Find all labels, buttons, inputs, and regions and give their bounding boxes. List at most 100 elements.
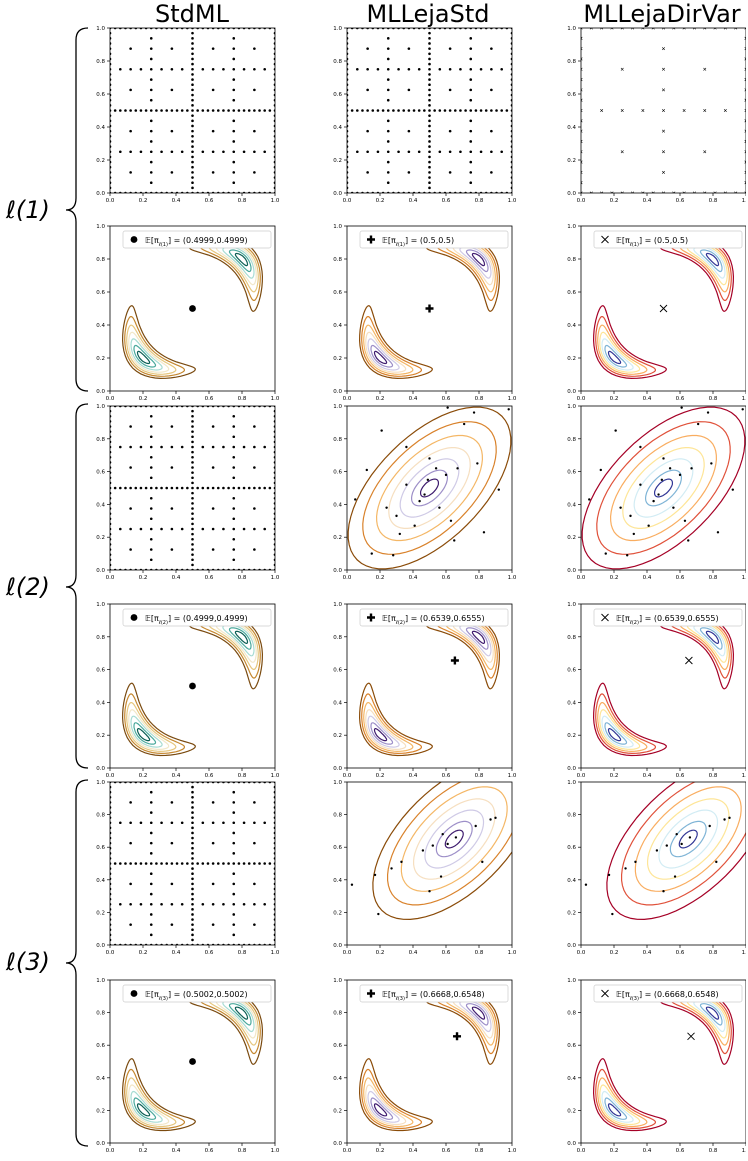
grid-point <box>191 811 194 814</box>
grid-point <box>129 109 132 112</box>
grid-point <box>211 466 215 469</box>
grid-point <box>386 160 390 164</box>
grid-point <box>407 88 411 92</box>
grid-point <box>469 109 473 112</box>
grid-point <box>462 422 466 426</box>
grid-point <box>397 67 400 71</box>
contour-line <box>465 627 489 650</box>
y-tick-label: 0.8 <box>333 257 342 263</box>
mean-marker <box>685 656 693 665</box>
grid-point <box>258 486 261 490</box>
y-tick-label: 0.4 <box>567 1076 576 1082</box>
grid-point <box>149 78 153 81</box>
grid-point <box>428 140 431 143</box>
grid-point <box>149 171 153 174</box>
legend-box <box>593 230 743 249</box>
grid-point <box>380 429 383 432</box>
grid-point <box>191 821 194 825</box>
grid-point <box>191 826 194 830</box>
grid-point <box>386 119 390 123</box>
grid-point <box>119 486 122 490</box>
grid-point <box>191 155 194 159</box>
grid-point <box>191 841 194 845</box>
legend-subscript: ℓ(1) <box>395 242 405 248</box>
grid-point <box>428 124 431 128</box>
grid-point <box>242 902 246 906</box>
grid-point <box>170 548 174 551</box>
grid-point <box>149 548 153 551</box>
grid-point <box>500 109 503 112</box>
grid-point <box>232 882 236 886</box>
y-tick-label: 0.2 <box>567 356 576 362</box>
y-tick-label: 0.4 <box>333 323 342 329</box>
grid-point <box>211 841 215 845</box>
mean-marker <box>687 1032 695 1041</box>
grid-point <box>392 554 395 557</box>
grid-point <box>744 181 746 185</box>
grid-point <box>170 882 174 886</box>
grid-point <box>191 42 194 45</box>
grid-point <box>191 430 194 433</box>
plot-area <box>592 615 735 757</box>
grid-point <box>672 28 676 30</box>
contour-line <box>601 715 634 748</box>
grid-point <box>160 150 163 154</box>
contour-line <box>435 820 473 858</box>
x-tick-label: 0.4 <box>643 396 652 402</box>
grid-point <box>211 47 215 50</box>
grid-point <box>386 171 390 174</box>
grid-point <box>366 150 369 154</box>
grid-point <box>673 875 677 878</box>
grid-point <box>237 109 241 112</box>
grid-point <box>139 862 143 865</box>
grid-point <box>428 57 431 61</box>
grid-point <box>170 923 174 926</box>
grid-point <box>222 821 225 825</box>
grid-point <box>581 191 583 193</box>
contour-line <box>444 829 464 849</box>
grid-point <box>581 108 583 113</box>
grid-point <box>191 140 194 143</box>
y-tick-label: 1.0 <box>567 780 576 786</box>
contour-line <box>660 615 735 690</box>
grid-point <box>434 467 438 470</box>
contour-line <box>372 782 512 921</box>
grid-point <box>149 537 153 541</box>
grid-point <box>222 67 225 71</box>
grid-point <box>370 552 373 555</box>
panel-row1-posterior-mllejastd: 𝔼[πℓ(1)] = (0.5,0.5) 0.00.0 0.2 0.2 0.4 0.4 0.… <box>333 224 517 402</box>
grid-point <box>129 486 132 490</box>
grid-point <box>661 67 666 71</box>
mean-marker <box>659 304 668 313</box>
grid-point <box>713 28 717 30</box>
grid-point <box>386 78 390 81</box>
plot-area <box>347 406 512 570</box>
grid-point <box>113 862 117 865</box>
grid-point <box>495 109 498 112</box>
grid-point <box>186 862 189 865</box>
grid-point <box>744 98 746 102</box>
contour-line <box>228 627 252 650</box>
grid-point <box>160 445 163 449</box>
y-tick-label: 0.0 <box>567 766 576 772</box>
legend-box <box>359 984 509 1003</box>
panel-row3-grid-mllejadirvar: 0.00.0 0.2 0.2 0.4 0.4 0.6 0.6 0.8 0.8 1.0 1.0 <box>567 780 746 956</box>
grid-point <box>253 88 256 92</box>
grid-point <box>191 150 194 154</box>
grid-point <box>651 191 655 193</box>
x-tick-label: 0.4 <box>643 198 652 204</box>
grid-point <box>407 109 411 112</box>
grid-point <box>476 462 479 465</box>
legend-value: ] = (0.4999,0.4999) <box>168 614 248 623</box>
x-tick-label: 0.4 <box>409 198 418 204</box>
y-tick-label: 0.2 <box>567 158 576 164</box>
y-tick-label: 0.6 <box>333 290 342 296</box>
legend: 𝔼[πℓ(2)] = (0.4999,0.4999) <box>122 608 272 627</box>
contour-line <box>189 237 264 312</box>
grid-point <box>191 527 194 531</box>
grid-point <box>604 552 607 555</box>
grid-point <box>242 150 246 154</box>
grid-point <box>201 821 205 825</box>
legend: 𝔼[πℓ(3)] = (0.6668,0.6548) <box>359 984 509 1003</box>
x-tick-label: 0.2 <box>376 575 385 581</box>
